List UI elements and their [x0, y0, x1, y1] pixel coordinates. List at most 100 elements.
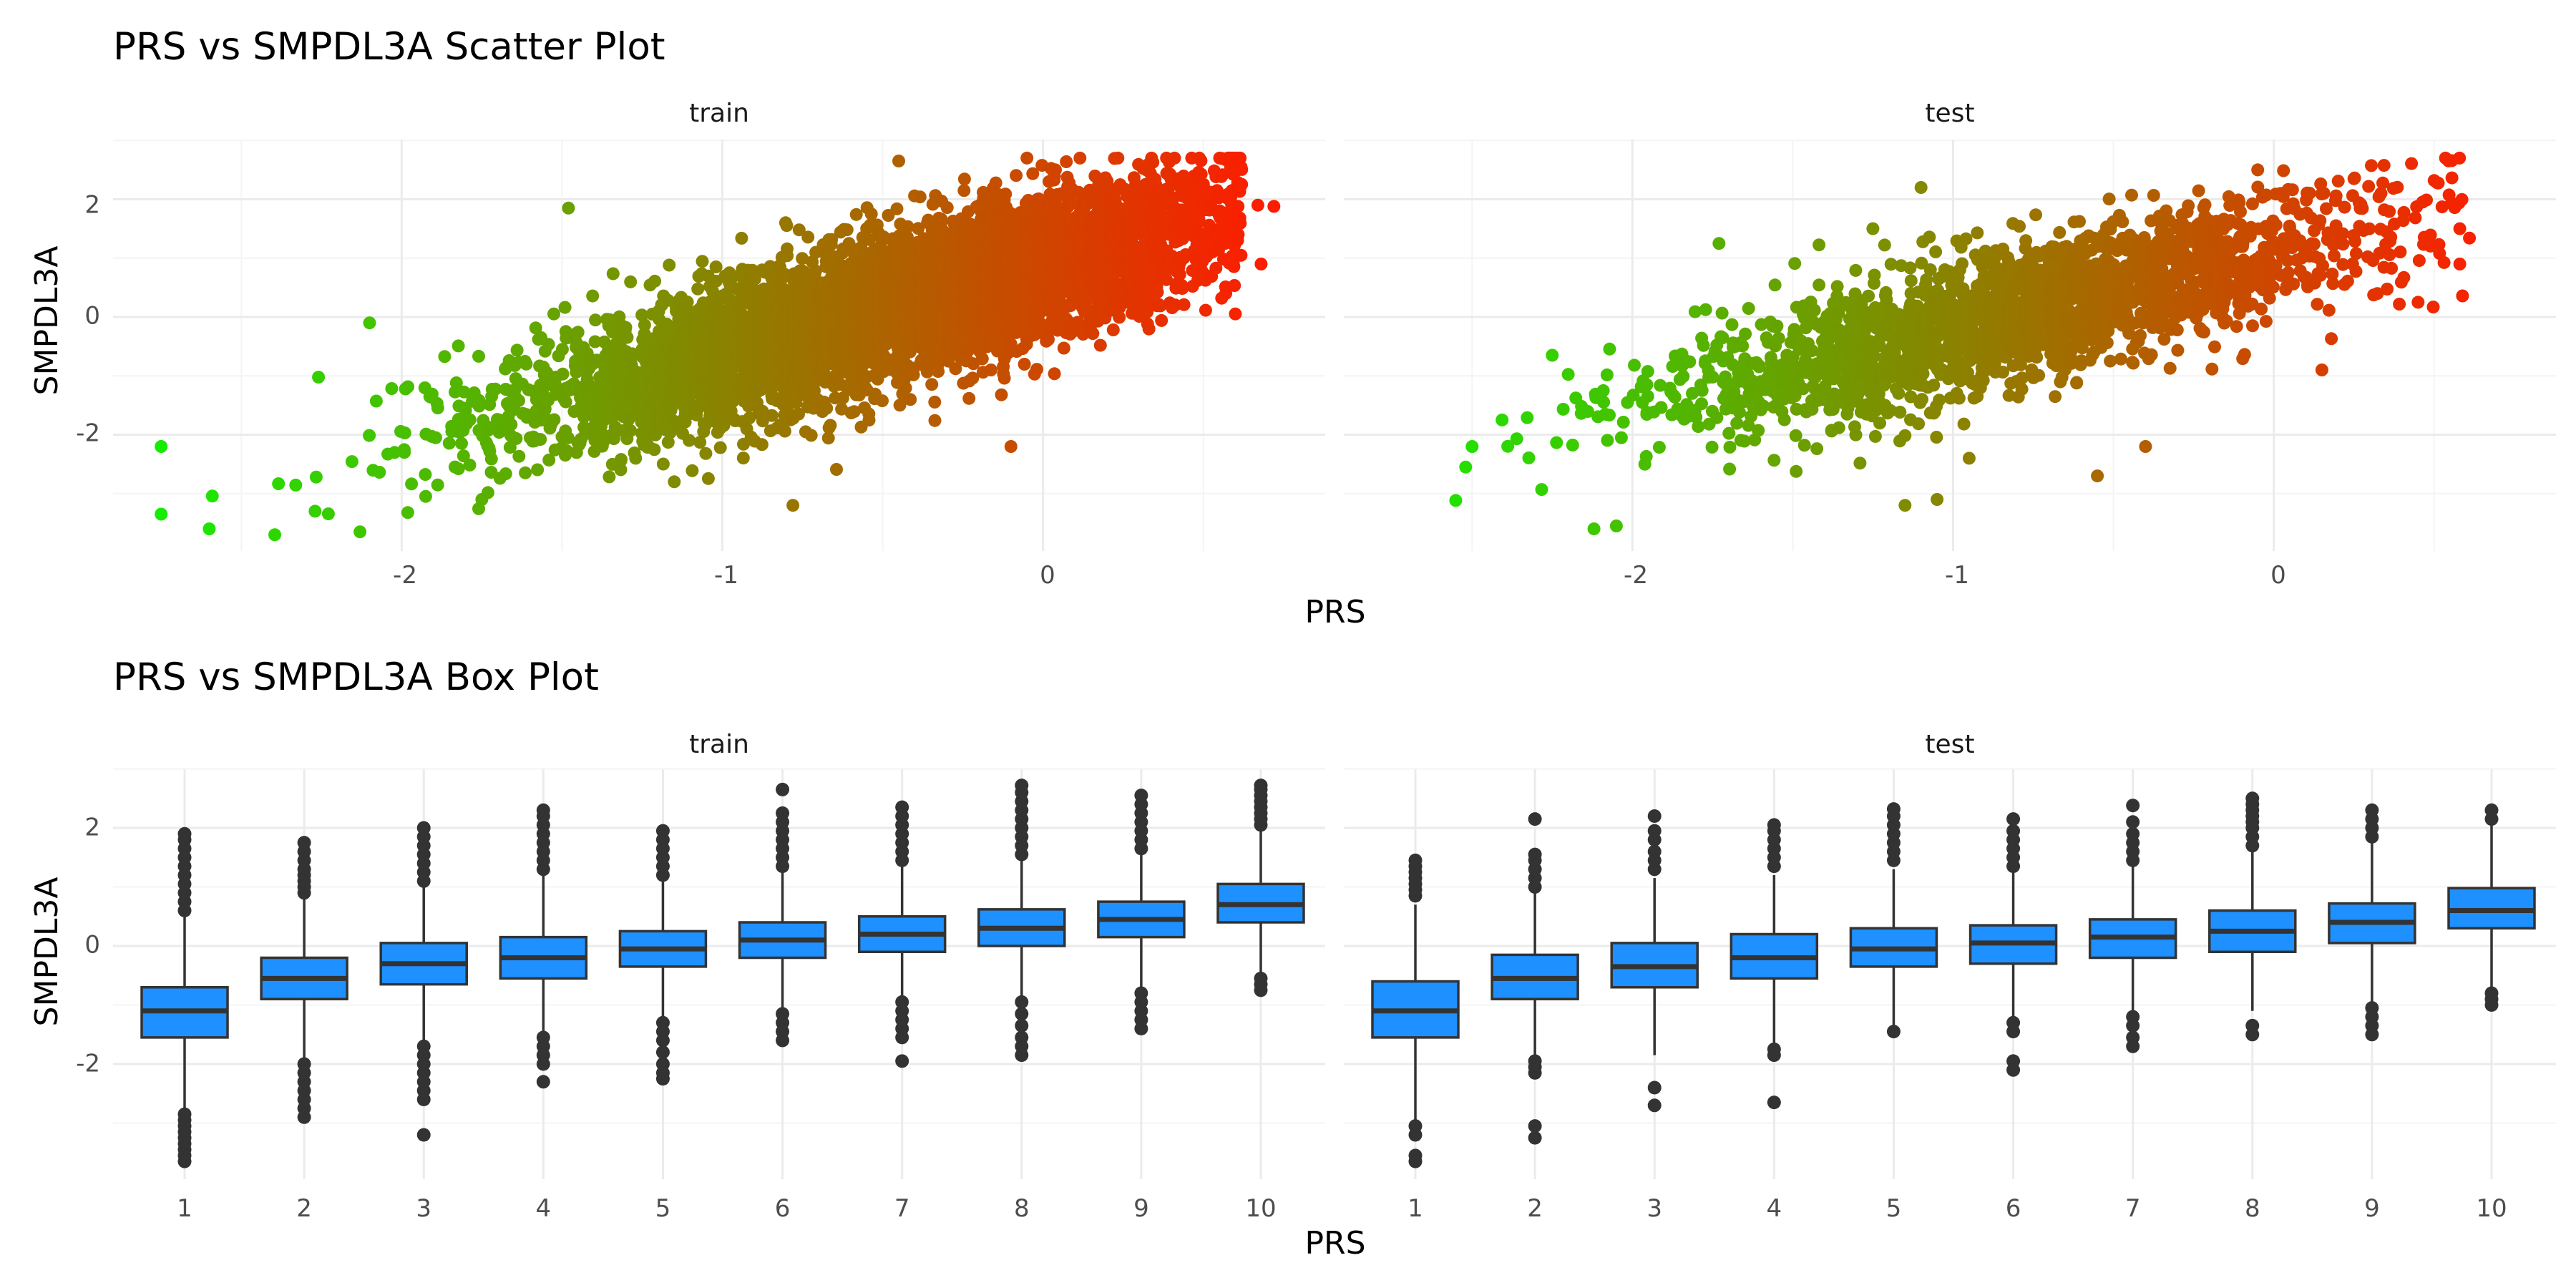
scatter-point	[401, 506, 414, 519]
scatter-point	[499, 467, 512, 481]
scatter-point	[1030, 363, 1043, 376]
scatter-title: PRS vs SMPDL3A Scatter Plot	[113, 25, 665, 69]
scatter-point	[484, 452, 498, 466]
scatter-point	[369, 394, 383, 408]
scatter-point	[680, 296, 694, 309]
scatter-point	[588, 335, 602, 348]
scatter-point	[624, 275, 638, 288]
scatter-strip-test: test	[1925, 99, 1974, 128]
scatter-point	[713, 441, 727, 454]
scatter-point	[957, 172, 971, 186]
scatter-point	[629, 452, 643, 465]
scatter-point	[363, 429, 376, 442]
scatter-point	[442, 436, 456, 450]
scatter-point	[962, 391, 976, 405]
scatter-point	[472, 349, 485, 363]
scatter-strip-train: train	[689, 99, 749, 128]
scatter-point	[398, 446, 411, 459]
scatter-point	[586, 289, 600, 303]
scatter-point	[562, 201, 575, 215]
scatter-point	[1049, 163, 1062, 177]
scatter-point	[519, 357, 533, 371]
scatter-point	[726, 270, 740, 283]
scatter-point	[385, 382, 399, 395]
scatter-point	[558, 301, 572, 314]
scatter-point	[419, 468, 432, 482]
scatter-point	[928, 414, 942, 427]
scatter-point	[534, 433, 547, 447]
scatter-point	[509, 431, 523, 445]
scatter-point	[559, 395, 572, 409]
scatter-point	[205, 489, 219, 503]
scatter-point	[1146, 155, 1160, 169]
scatter-point	[1048, 367, 1061, 381]
scatter-point	[1142, 322, 1156, 336]
scatter-point	[452, 462, 465, 476]
scatter-point	[765, 409, 779, 422]
scatter-point	[438, 350, 452, 364]
scatter-point	[571, 326, 585, 339]
scatter-point	[864, 208, 878, 220]
scatter-point	[1018, 358, 1031, 371]
scatter-point	[781, 249, 794, 263]
scatter-point	[648, 274, 662, 288]
scatter-point	[1057, 341, 1070, 355]
scatter-point	[512, 394, 525, 407]
scatter-point	[373, 466, 386, 479]
scatter-point	[481, 486, 494, 499]
scatter-point	[699, 447, 713, 460]
scatter-point	[398, 426, 411, 439]
scatter-point	[556, 367, 570, 381]
scatter-point	[890, 202, 904, 215]
scatter-point	[778, 424, 791, 438]
scatter-point	[589, 313, 602, 327]
scatter-point	[308, 504, 322, 518]
scatter-point	[862, 414, 876, 427]
scatter-point	[529, 321, 542, 335]
scatter-point	[656, 457, 670, 471]
scatter-point	[457, 449, 470, 463]
scatter-point	[1060, 155, 1073, 168]
scatter-point	[614, 463, 628, 477]
scatter-point	[606, 267, 620, 280]
scatter-point	[512, 449, 526, 463]
scatter-point	[892, 155, 905, 167]
scatter-point	[429, 431, 442, 444]
scatter-point	[801, 230, 815, 244]
scatter-point	[463, 413, 477, 426]
scatter-point	[932, 365, 945, 379]
scatter-point	[999, 187, 1013, 201]
scatter-point	[431, 401, 444, 415]
scatter-point	[289, 478, 303, 492]
scatter-point	[663, 258, 676, 272]
scatter-point	[155, 440, 168, 453]
scatter-point	[510, 343, 524, 357]
scatter-point	[701, 472, 715, 485]
scatter-point	[607, 432, 620, 446]
scatter-point	[455, 436, 468, 450]
scatter-point	[820, 401, 834, 415]
scatter-points	[155, 151, 1281, 542]
scatter-point	[899, 381, 912, 395]
scatter-point	[804, 429, 818, 442]
scatter-point	[449, 376, 463, 389]
scatter-point	[1093, 338, 1107, 352]
scatter-point	[683, 434, 696, 447]
scatter-point	[619, 321, 633, 334]
scatter-point	[1111, 151, 1125, 165]
scatter-point	[935, 213, 948, 226]
scatter-point	[272, 477, 286, 490]
scatter-point	[975, 352, 989, 366]
scatter-point	[620, 331, 634, 344]
scatter-point	[661, 436, 675, 449]
scatter-point	[748, 273, 761, 286]
scatter-point	[1073, 151, 1087, 165]
scatter-point	[989, 176, 1002, 190]
scatter-point	[561, 431, 575, 444]
scatter-point	[155, 507, 168, 521]
scatter-point	[353, 525, 367, 539]
scatter-point	[928, 395, 942, 409]
scatter-point	[547, 413, 561, 426]
scatter-point	[717, 419, 731, 432]
